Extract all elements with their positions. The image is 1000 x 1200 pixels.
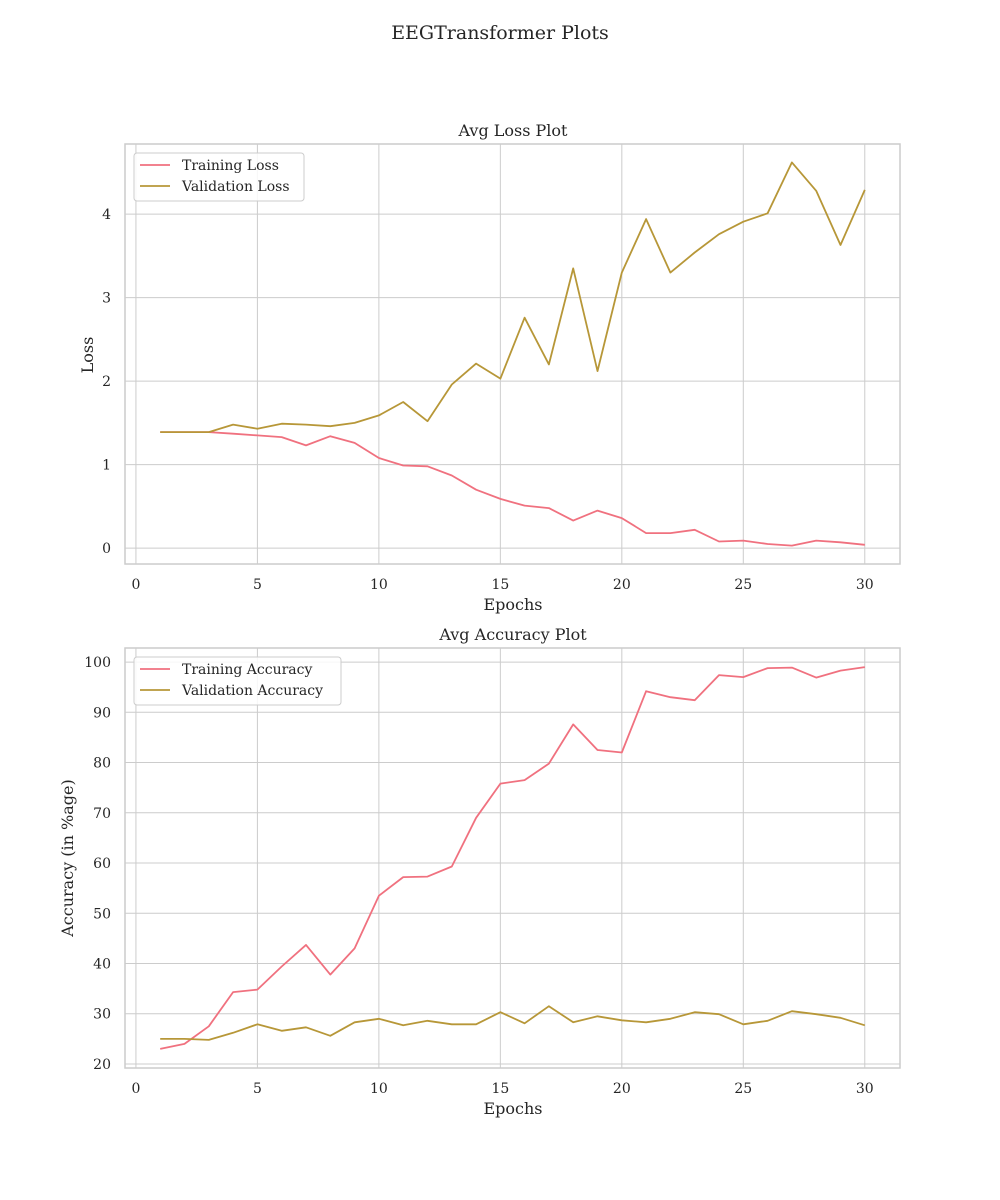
x-tick-label: 30 bbox=[856, 577, 874, 593]
grid bbox=[125, 144, 900, 564]
x-tick-label: 10 bbox=[370, 577, 388, 593]
legend-box bbox=[133, 656, 342, 706]
legend-label: Validation Accuracy bbox=[181, 683, 323, 699]
loss-chart: Avg Loss Plot Epochs Loss 0 5 10 15 20 25 30 0 1… bbox=[78, 121, 901, 614]
x-tick-label: 20 bbox=[613, 1081, 631, 1097]
x-tick-label: 30 bbox=[856, 1081, 874, 1097]
x-tick-label: 15 bbox=[491, 577, 509, 593]
y-tick-label: 90 bbox=[93, 705, 111, 721]
grid bbox=[125, 648, 900, 1068]
x-tick-label: 20 bbox=[613, 577, 631, 593]
x-tick-label: 0 bbox=[131, 1081, 140, 1097]
ticks: 0 5 10 15 20 25 30 20 30 40 50 60 70 80 90 100 bbox=[84, 655, 873, 1097]
series-line-validation bbox=[160, 1005, 866, 1041]
accuracy-chart: Avg Accuracy Plot Epochs Accuracy (in %a… bbox=[58, 625, 901, 1118]
y-axis-label: Accuracy (in %age) bbox=[58, 779, 77, 938]
x-tick-label: 5 bbox=[253, 1081, 262, 1097]
y-tick-label: 4 bbox=[102, 207, 111, 223]
x-tick-label: 0 bbox=[131, 577, 140, 593]
legend-label: Training Accuracy bbox=[182, 662, 312, 678]
x-tick-label: 5 bbox=[253, 577, 262, 593]
plot-frame bbox=[124, 647, 901, 1069]
series-line-validation bbox=[160, 161, 866, 434]
x-axis-label: Epochs bbox=[483, 1099, 542, 1118]
y-tick-label: 30 bbox=[93, 1007, 111, 1023]
series-line-training bbox=[160, 431, 865, 547]
figure-title: EEGTransformer Plots bbox=[391, 22, 609, 44]
y-tick-label: 50 bbox=[93, 906, 111, 922]
y-tick-label: 2 bbox=[102, 374, 111, 390]
y-axis-label: Loss bbox=[78, 337, 97, 374]
chart-title: Avg Accuracy Plot bbox=[438, 625, 587, 644]
legend-label: Training Loss bbox=[182, 158, 279, 174]
chart-title: Avg Loss Plot bbox=[458, 121, 569, 140]
y-tick-label: 3 bbox=[102, 291, 111, 307]
legend: Training Loss Validation Loss bbox=[133, 152, 305, 202]
x-tick-label: 25 bbox=[734, 577, 752, 593]
y-tick-label: 40 bbox=[93, 957, 111, 973]
x-axis-label: Epochs bbox=[483, 595, 542, 614]
series-line-training bbox=[160, 666, 865, 1050]
y-tick-label: 70 bbox=[93, 806, 111, 822]
legend: Training Accuracy Validation Accuracy bbox=[133, 656, 342, 706]
y-tick-label: 60 bbox=[93, 856, 111, 872]
y-tick-label: 20 bbox=[93, 1057, 111, 1073]
y-tick-label: 0 bbox=[102, 541, 111, 557]
y-tick-label: 1 bbox=[102, 458, 111, 474]
y-tick-label: 80 bbox=[93, 756, 111, 772]
legend-box bbox=[133, 152, 305, 202]
ticks: 0 5 10 15 20 25 30 0 1 2 3 4 bbox=[102, 207, 874, 593]
x-tick-label: 25 bbox=[734, 1081, 752, 1097]
legend-label: Validation Loss bbox=[181, 179, 290, 195]
y-tick-label: 100 bbox=[84, 655, 111, 671]
x-tick-label: 15 bbox=[491, 1081, 509, 1097]
x-tick-label: 10 bbox=[370, 1081, 388, 1097]
plot-frame bbox=[124, 143, 901, 565]
